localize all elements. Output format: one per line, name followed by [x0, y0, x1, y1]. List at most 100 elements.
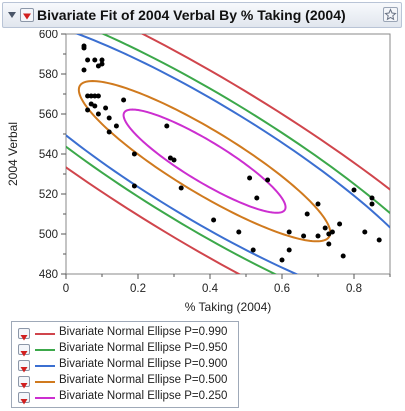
data-point [315, 233, 321, 239]
legend-menu-button[interactable] [18, 392, 30, 405]
plot-frame [65, 33, 391, 275]
data-point [92, 103, 98, 109]
data-point [99, 57, 105, 63]
ellipse-p-0.95 [66, 34, 390, 274]
data-point [301, 233, 307, 239]
legend-item: Bivariate Normal Ellipse P=0.250 [18, 390, 234, 405]
data-point [254, 195, 260, 201]
x-tick-label: 0.8 [346, 283, 362, 295]
legend-swatch [35, 381, 55, 383]
data-point [211, 217, 217, 223]
red-triangle-icon [20, 383, 28, 389]
data-point [286, 229, 292, 235]
legend-menu-button[interactable] [18, 344, 30, 357]
data-point [92, 93, 98, 99]
red-triangle-icon [20, 399, 28, 405]
ellipse-p-0.25 [122, 108, 287, 214]
data-point [265, 177, 271, 183]
red-triangle-icon [23, 13, 31, 20]
legend-label: Bivariate Normal Ellipse P=0.900 [59, 358, 228, 370]
data-point [247, 175, 253, 181]
ellipse-p-0.9 [66, 34, 390, 274]
data-point [95, 111, 101, 117]
data-point [340, 253, 346, 259]
data-point [103, 105, 109, 111]
ellipse-legend: Bivariate Normal Ellipse P=0.990 Bivaria… [11, 321, 239, 408]
data-point [376, 237, 382, 243]
pin-icon [384, 8, 397, 21]
legend-swatch [35, 349, 55, 351]
legend-label: Bivariate Normal Ellipse P=0.990 [59, 326, 228, 338]
y-tick-label: 520 [39, 189, 58, 201]
x-tick-label: 0.2 [130, 283, 146, 295]
red-triangle-icon [20, 335, 28, 341]
y-tick-label: 560 [39, 109, 58, 121]
data-point [81, 67, 87, 73]
data-point [351, 187, 357, 193]
x-tick-label: 0 [63, 283, 69, 295]
data-point [99, 61, 105, 67]
data-point [131, 183, 137, 189]
data-point [250, 247, 256, 253]
data-point [131, 151, 137, 157]
data-point [106, 129, 112, 135]
legend-item: Bivariate Normal Ellipse P=0.900 [18, 358, 234, 373]
x-tick-label: 0.4 [202, 283, 219, 295]
data-point [88, 93, 94, 99]
pin-button[interactable] [383, 7, 398, 22]
x-tick-label: 0.6 [274, 283, 290, 295]
data-point [178, 185, 184, 191]
data-point [95, 93, 101, 99]
legend-menu-button[interactable] [18, 328, 30, 341]
legend-menu-button[interactable] [18, 360, 30, 373]
red-triangle-icon [20, 367, 28, 373]
collapse-toggle-icon[interactable] [6, 9, 18, 21]
data-point [236, 229, 242, 235]
data-point [81, 45, 87, 51]
legend-label: Bivariate Normal Ellipse P=0.250 [59, 390, 228, 402]
data-point [164, 123, 170, 129]
data-point [337, 221, 343, 227]
data-point [322, 225, 328, 231]
data-point [369, 201, 375, 207]
legend-swatch [35, 397, 55, 399]
points-layer [81, 43, 382, 263]
data-point [92, 57, 98, 63]
legend-menu-button[interactable] [18, 376, 30, 389]
data-point [85, 57, 91, 63]
ellipse-p-0.99 [66, 34, 390, 274]
report-header: Bivariate Fit of 2004 Verbal By % Taking… [2, 2, 402, 28]
data-point [121, 97, 127, 103]
data-point [171, 157, 177, 163]
legend-item: Bivariate Normal Ellipse P=0.990 [18, 326, 234, 341]
y-tick-label: 500 [39, 229, 58, 241]
legend-label: Bivariate Normal Ellipse P=0.950 [59, 342, 228, 354]
legend-item: Bivariate Normal Ellipse P=0.500 [18, 374, 234, 389]
ellipse-p-0.5 [77, 80, 332, 243]
y-tick-label: 480 [39, 269, 58, 281]
bivariate-scatter-chart: 0 0.2 0.4 0.6 0.8 480 500 520 540 560 580 600 % Ta… [6, 30, 391, 314]
data-point [329, 229, 335, 235]
data-point [369, 195, 375, 201]
ellipse-layer [66, 34, 390, 274]
x-axis-label: % Taking (2004) [185, 300, 272, 314]
data-point [106, 115, 112, 121]
x-axis: 0 0.2 0.4 0.6 0.8 [63, 274, 391, 295]
y-tick-label: 600 [39, 30, 58, 41]
data-point [279, 257, 285, 263]
legend-label: Bivariate Normal Ellipse P=0.500 [59, 374, 228, 386]
data-point [85, 107, 91, 113]
report-title: Bivariate Fit of 2004 Verbal By % Taking… [37, 7, 346, 23]
data-point [304, 211, 310, 217]
legend-item: Bivariate Normal Ellipse P=0.950 [18, 342, 234, 357]
legend-swatch [35, 365, 55, 367]
legend-swatch [35, 333, 55, 335]
data-point [85, 93, 91, 99]
red-triangle-menu-button[interactable] [20, 8, 34, 22]
y-axis-label: 2004 Verbal [6, 122, 20, 186]
y-tick-label: 540 [39, 149, 58, 161]
data-point [362, 229, 368, 235]
data-point [113, 123, 119, 129]
y-tick-label: 580 [39, 69, 58, 81]
